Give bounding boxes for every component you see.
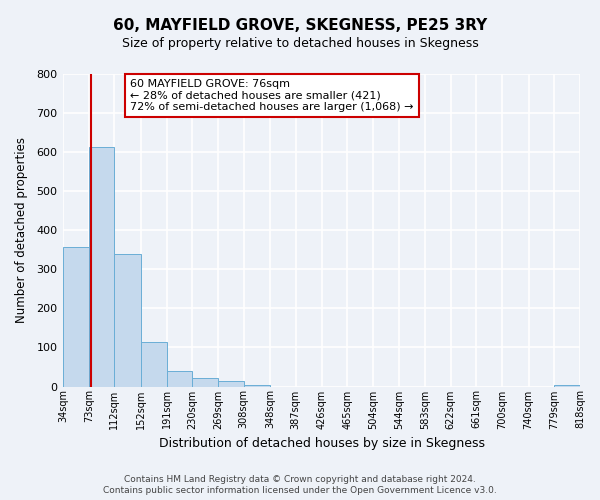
Bar: [192, 378, 218, 386]
Bar: [244, 384, 270, 386]
X-axis label: Distribution of detached houses by size in Skegness: Distribution of detached houses by size …: [158, 437, 485, 450]
Bar: [63, 246, 89, 386]
Text: Contains HM Land Registry data © Crown copyright and database right 2024.: Contains HM Land Registry data © Crown c…: [124, 475, 476, 484]
Y-axis label: Number of detached properties: Number of detached properties: [15, 138, 28, 324]
Bar: [89, 148, 115, 386]
Bar: [167, 371, 192, 386]
Text: Contains public sector information licensed under the Open Government Licence v3: Contains public sector information licen…: [103, 486, 497, 495]
Text: Size of property relative to detached houses in Skegness: Size of property relative to detached ho…: [122, 38, 478, 51]
Text: 60, MAYFIELD GROVE, SKEGNESS, PE25 3RY: 60, MAYFIELD GROVE, SKEGNESS, PE25 3RY: [113, 18, 487, 32]
Bar: [115, 254, 141, 386]
Text: 60 MAYFIELD GROVE: 76sqm
← 28% of detached houses are smaller (421)
72% of semi-: 60 MAYFIELD GROVE: 76sqm ← 28% of detach…: [130, 78, 414, 112]
Bar: [141, 342, 167, 386]
Bar: [554, 384, 580, 386]
Bar: [218, 381, 244, 386]
